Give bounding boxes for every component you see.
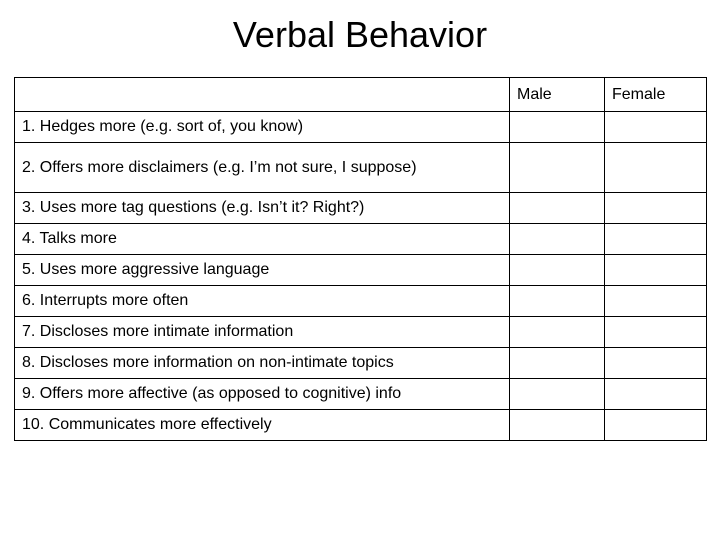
table-row: 2. Offers more disclaimers (e.g. I’m not… bbox=[14, 142, 707, 193]
table-row: 3. Uses more tag questions (e.g. Isn’t i… bbox=[14, 192, 707, 224]
verbal-behavior-table: Male Female 1. Hedges more (e.g. sort of… bbox=[14, 77, 707, 441]
behavior-label: 7. Discloses more intimate information bbox=[14, 316, 510, 348]
table-row: 8. Discloses more information on non-int… bbox=[14, 347, 707, 379]
female-cell bbox=[604, 316, 707, 348]
female-cell bbox=[604, 347, 707, 379]
female-cell bbox=[604, 285, 707, 317]
table-row: 6. Interrupts more often bbox=[14, 285, 707, 317]
male-cell bbox=[509, 192, 605, 224]
female-cell bbox=[604, 142, 707, 193]
female-cell bbox=[604, 409, 707, 441]
female-cell bbox=[604, 111, 707, 143]
header-cell-female: Female bbox=[604, 77, 707, 112]
male-cell bbox=[509, 316, 605, 348]
male-cell bbox=[509, 142, 605, 193]
behavior-label: 8. Discloses more information on non-int… bbox=[14, 347, 510, 379]
female-cell bbox=[604, 378, 707, 410]
behavior-label: 10. Communicates more effectively bbox=[14, 409, 510, 441]
table-row: 1. Hedges more (e.g. sort of, you know) bbox=[14, 111, 707, 143]
behavior-label: 1. Hedges more (e.g. sort of, you know) bbox=[14, 111, 510, 143]
female-cell bbox=[604, 254, 707, 286]
header-cell-blank bbox=[14, 77, 510, 112]
behavior-label: 6. Interrupts more often bbox=[14, 285, 510, 317]
male-cell bbox=[509, 378, 605, 410]
behavior-label: 4. Talks more bbox=[14, 223, 510, 255]
male-cell bbox=[509, 223, 605, 255]
behavior-label: 9. Offers more affective (as opposed to … bbox=[14, 378, 510, 410]
table-row: 5. Uses more aggressive language bbox=[14, 254, 707, 286]
slide-title: Verbal Behavior bbox=[232, 14, 488, 55]
table-row: 10. Communicates more effectively bbox=[14, 409, 707, 441]
female-cell bbox=[604, 223, 707, 255]
behavior-label: 3. Uses more tag questions (e.g. Isn’t i… bbox=[14, 192, 510, 224]
female-cell bbox=[604, 192, 707, 224]
behavior-label: 2. Offers more disclaimers (e.g. I’m not… bbox=[14, 142, 510, 193]
table-row: 4. Talks more bbox=[14, 223, 707, 255]
table-row: 9. Offers more affective (as opposed to … bbox=[14, 378, 707, 410]
male-cell bbox=[509, 285, 605, 317]
table-row: 7. Discloses more intimate information bbox=[14, 316, 707, 348]
behavior-label: 5. Uses more aggressive language bbox=[14, 254, 510, 286]
male-cell bbox=[509, 347, 605, 379]
table-header-row: Male Female bbox=[14, 77, 707, 112]
male-cell bbox=[509, 409, 605, 441]
header-cell-male: Male bbox=[509, 77, 605, 112]
male-cell bbox=[509, 254, 605, 286]
male-cell bbox=[509, 111, 605, 143]
